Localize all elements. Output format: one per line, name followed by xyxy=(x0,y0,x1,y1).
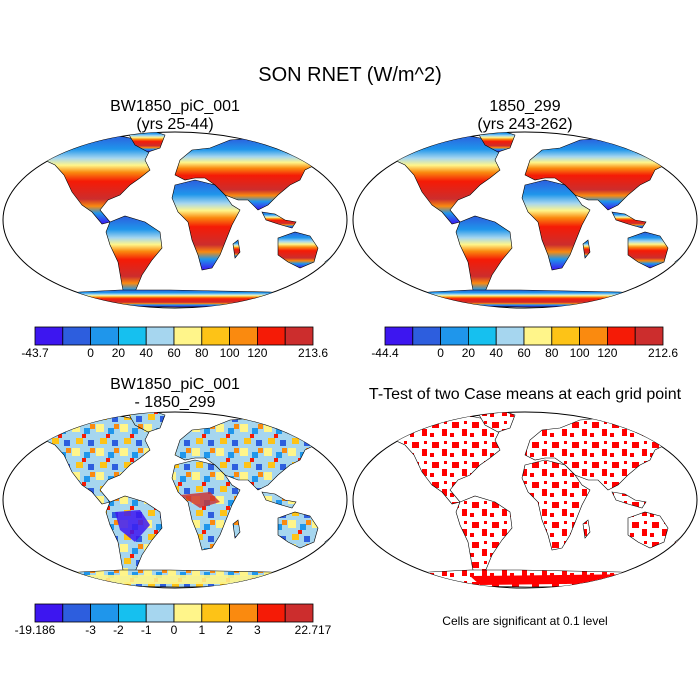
figure-title: SON RNET (W/m^2) xyxy=(258,64,442,86)
panel-2-title: 1850_299 (yrs 243-262) xyxy=(375,98,675,134)
colorbar-swatch xyxy=(118,326,147,346)
colorbar-swatch xyxy=(523,326,553,346)
colorbar-tick-label: 3 xyxy=(254,623,261,637)
panel-3-title-line2: - 1850_299 xyxy=(134,394,216,411)
colorbar-swatch xyxy=(551,326,580,346)
panel-1-title: BW1850_piC_001 (yrs 25-44) xyxy=(25,98,325,134)
significance-note: Cells are significant at 0.1 level xyxy=(442,614,608,628)
colorbar-tick-label: -43.7 xyxy=(21,346,49,360)
colorbar-swatch xyxy=(579,326,608,346)
map-panel-1 xyxy=(2,131,348,309)
colorbar-swatch xyxy=(145,326,175,346)
colorbar-swatch xyxy=(118,603,147,623)
colorbar-swatch xyxy=(634,326,664,346)
colorbar-tick-label: 80 xyxy=(545,346,559,360)
colorbar-1: -43.7 0 20 40 60 80 100 120 213.6 xyxy=(21,326,328,360)
colorbar-swatch xyxy=(90,326,119,346)
colorbar-2: -44.4 0 20 40 60 80 100 120 212.6 xyxy=(371,326,678,360)
colorbar-swatch xyxy=(173,603,203,623)
colorbar-tick-label: 0 xyxy=(87,346,94,360)
colorbar-swatch xyxy=(229,603,258,623)
colorbar-tick-label: 2 xyxy=(226,623,233,637)
colorbar-tick-label: 213.6 xyxy=(298,346,328,360)
colorbar-tick-label: 40 xyxy=(490,346,504,360)
colorbar-tick-label: 20 xyxy=(112,346,126,360)
colorbar-swatch xyxy=(145,603,175,623)
colorbar-swatch xyxy=(201,326,231,346)
colorbar-swatch xyxy=(256,603,286,623)
panel-4-title-line1: T-Test of two Case means at each grid po… xyxy=(368,386,682,403)
map-panel-2 xyxy=(352,131,698,309)
colorbar-swatch xyxy=(284,603,314,623)
colorbar-swatch xyxy=(256,326,286,346)
colorbar-swatch xyxy=(412,326,441,346)
map-panel-3 xyxy=(2,411,348,589)
colorbar-swatch xyxy=(201,603,231,623)
colorbar-tick-label: 80 xyxy=(195,346,209,360)
colorbar-swatch xyxy=(229,326,258,346)
colorbar-tick-label: 60 xyxy=(517,346,531,360)
colorbar-swatch xyxy=(467,326,497,346)
panel-2-title-line2: (yrs 243-262) xyxy=(477,116,573,133)
colorbar-swatch xyxy=(62,603,91,623)
colorbar-tick-label: 20 xyxy=(462,346,476,360)
colorbar-swatch xyxy=(90,603,119,623)
colorbar-tick-label: -2 xyxy=(113,623,124,637)
colorbar-tick-label: -44.4 xyxy=(371,346,399,360)
colorbar-swatch xyxy=(284,326,314,346)
colorbar-tick-label: 22.717 xyxy=(295,623,332,637)
panel-3-title-line1: BW1850_piC_001 xyxy=(110,376,240,393)
colorbar-swatch xyxy=(384,326,414,346)
colorbar-tick-label: 100 xyxy=(220,346,240,360)
panel-3-title: BW1850_piC_001 - 1850_299 xyxy=(25,376,325,412)
colorbar-tick-label: 60 xyxy=(167,346,181,360)
colorbar-swatch xyxy=(173,326,203,346)
colorbar-swatch xyxy=(495,326,525,346)
colorbar-tick-label: 100 xyxy=(570,346,590,360)
colorbar-swatch xyxy=(440,326,469,346)
colorbar-tick-label: 40 xyxy=(140,346,154,360)
colorbar-tick-label: 0 xyxy=(171,623,178,637)
colorbar-swatch xyxy=(607,326,636,346)
colorbar-tick-label: 1 xyxy=(198,623,205,637)
colorbar-tick-label: -19.186 xyxy=(15,623,56,637)
colorbar-swatch xyxy=(34,603,64,623)
colorbar-swatch xyxy=(62,326,91,346)
colorbar-tick-label: 120 xyxy=(247,346,267,360)
colorbar-tick-label: 120 xyxy=(597,346,617,360)
colorbar-swatch xyxy=(34,326,64,346)
panel-4-title: T-Test of two Case means at each grid po… xyxy=(350,386,700,404)
colorbar-3: -19.186 -3 -2 -1 0 1 2 3 22.717 xyxy=(15,603,332,637)
panel-1-title-line1: BW1850_piC_001 xyxy=(110,98,240,115)
panel-1-title-line2: (yrs 25-44) xyxy=(136,116,214,133)
map-panel-4 xyxy=(352,411,698,589)
colorbar-tick-label: -1 xyxy=(141,623,152,637)
colorbar-tick-label: 212.6 xyxy=(648,346,678,360)
colorbar-tick-label: 0 xyxy=(437,346,444,360)
colorbar-tick-label: -3 xyxy=(85,623,96,637)
panel-2-title-line1: 1850_299 xyxy=(489,98,561,115)
